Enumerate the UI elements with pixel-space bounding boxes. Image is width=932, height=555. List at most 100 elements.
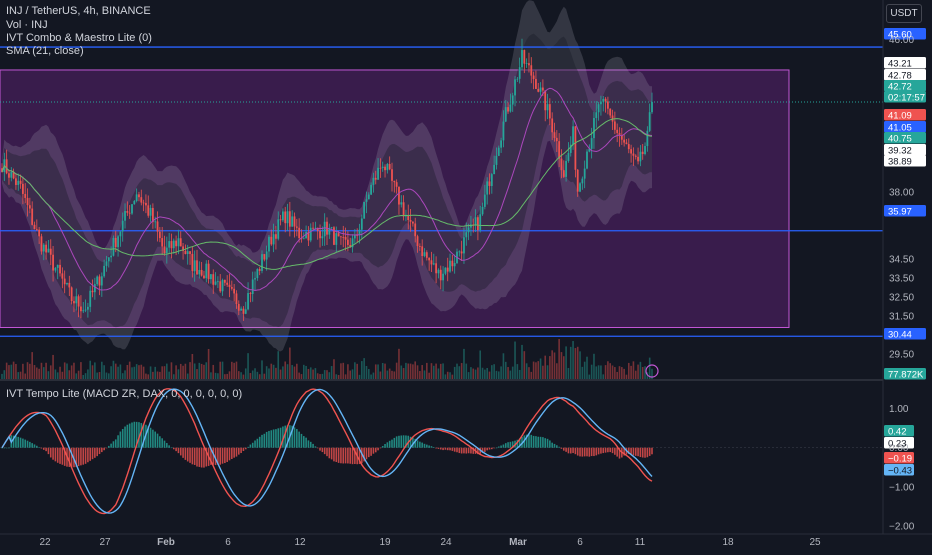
volume-bar bbox=[611, 365, 614, 379]
candle-body bbox=[367, 194, 370, 200]
candle-body bbox=[439, 269, 442, 281]
histogram-bar bbox=[511, 441, 514, 448]
legend-symbol[interactable]: INJ / TetherUS, 4h, BINANCE bbox=[6, 4, 151, 18]
oscillator-title: IVT Tempo Lite (MACD ZR, DAX, 0, 0, 0, 0… bbox=[6, 388, 243, 400]
candle-body bbox=[242, 308, 245, 314]
histogram-bar bbox=[240, 447, 242, 454]
time-tick-label: Mar bbox=[509, 537, 527, 548]
osc-tag-label: −0.43 bbox=[888, 466, 912, 477]
volume-bar bbox=[377, 364, 379, 379]
macd-line bbox=[1, 388, 653, 515]
volume-bar bbox=[384, 363, 386, 379]
histogram-bar bbox=[437, 447, 440, 449]
volume-bar bbox=[551, 350, 553, 379]
histogram-bar bbox=[33, 444, 36, 448]
candle-body bbox=[205, 263, 208, 279]
histogram-bar bbox=[560, 447, 563, 449]
osc-tag-bg bbox=[884, 425, 914, 437]
candle-body bbox=[89, 290, 92, 307]
candle-body bbox=[263, 254, 266, 260]
volume-bar bbox=[182, 365, 184, 379]
candle-body bbox=[249, 293, 252, 294]
volume-bar bbox=[117, 366, 119, 379]
candle-body bbox=[395, 182, 398, 187]
time-tick-label: Feb bbox=[157, 537, 175, 548]
candle-body bbox=[593, 118, 595, 139]
candle-body bbox=[551, 118, 554, 133]
histogram-bar bbox=[103, 447, 105, 451]
volume-bar bbox=[36, 367, 38, 379]
histogram-bar bbox=[205, 447, 208, 467]
volume-bar bbox=[479, 350, 482, 379]
volume-bar bbox=[168, 371, 170, 379]
volume-bar bbox=[414, 361, 417, 379]
volume-bar bbox=[442, 363, 444, 379]
volume-bar bbox=[196, 369, 198, 379]
volume-bar bbox=[581, 366, 584, 379]
volume-bar bbox=[119, 364, 122, 379]
volume-bar bbox=[131, 367, 133, 379]
histogram-bar bbox=[595, 447, 598, 456]
volume-bar bbox=[96, 372, 98, 379]
candle-body bbox=[293, 216, 296, 227]
histogram-bar bbox=[337, 447, 340, 463]
volume-bar bbox=[323, 370, 326, 379]
volume-bar bbox=[514, 341, 516, 379]
volume-bar bbox=[491, 365, 493, 379]
histogram-bar bbox=[121, 429, 124, 448]
histogram-bar bbox=[525, 434, 528, 448]
legend-sma[interactable]: SMA (21, close) bbox=[6, 44, 84, 58]
volume-bar bbox=[423, 370, 426, 379]
histogram-bar bbox=[214, 447, 217, 466]
candle-body bbox=[340, 236, 342, 238]
candle-body bbox=[430, 260, 433, 265]
volume-bar bbox=[409, 363, 412, 379]
candle-body bbox=[597, 104, 600, 113]
candle-body bbox=[372, 177, 375, 185]
volume-bar bbox=[395, 362, 398, 379]
histogram-bar bbox=[172, 447, 175, 450]
volume-bar bbox=[583, 361, 586, 379]
volume-bar bbox=[546, 365, 549, 379]
histogram-bar bbox=[8, 447, 10, 449]
candle-body bbox=[216, 281, 219, 283]
histogram-bar bbox=[572, 447, 574, 454]
histogram-bar bbox=[302, 436, 305, 448]
volume-bar bbox=[381, 362, 384, 379]
histogram-bar bbox=[110, 443, 112, 448]
histogram-bar bbox=[89, 447, 92, 461]
candle-body bbox=[107, 257, 110, 262]
histogram-bar bbox=[537, 436, 540, 448]
volume-bar bbox=[437, 368, 440, 379]
candle-body bbox=[105, 261, 108, 266]
histogram-bar bbox=[279, 427, 282, 448]
currency-button[interactable]: USDT bbox=[886, 4, 922, 23]
volume-bar bbox=[214, 372, 217, 379]
histogram-bar bbox=[451, 447, 454, 451]
candle-body bbox=[103, 265, 106, 277]
volume-bar bbox=[298, 372, 300, 379]
candle-body bbox=[207, 263, 210, 280]
price-tag-label: 45.60 bbox=[888, 30, 912, 41]
histogram-bar bbox=[391, 439, 393, 448]
candle-body bbox=[537, 88, 540, 92]
volume-bar bbox=[426, 362, 428, 379]
legend-oscillator[interactable]: IVT Tempo Lite (MACD ZR, DAX, 0, 0, 0, 0… bbox=[6, 387, 242, 401]
histogram-bar bbox=[500, 445, 502, 448]
legend-volume[interactable]: Vol · INJ bbox=[6, 18, 48, 32]
volume-bar bbox=[45, 362, 47, 379]
price-tag-bg bbox=[884, 328, 926, 340]
candle-body bbox=[38, 229, 41, 237]
legend-indicator[interactable]: IVT Combo & Maestro Lite (0) bbox=[6, 31, 152, 45]
volume-bar bbox=[630, 365, 632, 379]
volume-bar bbox=[200, 363, 203, 379]
volume-bar bbox=[565, 346, 567, 379]
volume-bar bbox=[356, 363, 358, 379]
histogram-bar bbox=[191, 447, 194, 465]
candle-body bbox=[270, 236, 273, 245]
volume-bar bbox=[186, 373, 189, 379]
volume-bar bbox=[26, 362, 29, 379]
range-box bbox=[0, 69, 790, 328]
